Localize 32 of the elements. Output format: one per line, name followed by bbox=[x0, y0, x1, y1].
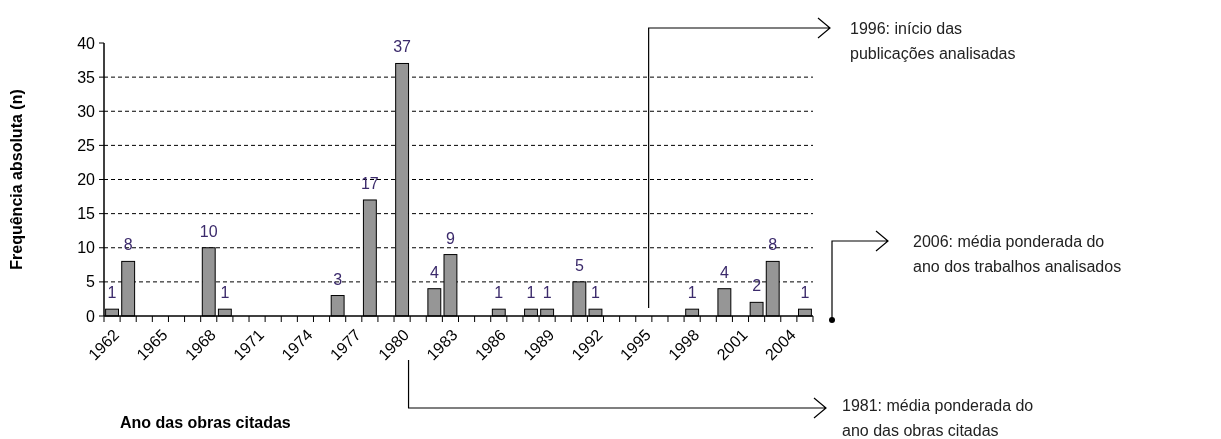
data-label: 1 bbox=[542, 284, 552, 302]
data-label: 1 bbox=[107, 284, 117, 302]
data-label: 5 bbox=[574, 256, 584, 274]
data-label: 37 bbox=[393, 38, 412, 56]
text: 1996: início das publicações analisadas bbox=[850, 19, 1016, 62]
data-label: 4 bbox=[719, 263, 729, 281]
y-tick-label: 25 bbox=[77, 136, 96, 154]
data-label: 17 bbox=[360, 174, 379, 192]
data-label: 1 bbox=[591, 284, 601, 302]
x-axis-title: Ano das obras citadas bbox=[120, 414, 291, 431]
data-label: 1 bbox=[800, 284, 810, 302]
data-label: 8 bbox=[123, 236, 133, 254]
data-label: 2 bbox=[752, 277, 762, 295]
y-tick-label: 0 bbox=[86, 307, 96, 325]
y-tick-label: 40 bbox=[77, 34, 96, 52]
y-tick-label: 30 bbox=[77, 102, 96, 120]
y-tick-label: 20 bbox=[77, 171, 96, 189]
data-label: 1 bbox=[494, 284, 504, 302]
data-label: 1 bbox=[526, 284, 536, 302]
data-label: 10 bbox=[199, 222, 218, 240]
data-label: 4 bbox=[429, 263, 439, 281]
y-tick-label: 5 bbox=[86, 273, 96, 291]
y-tick-label: 10 bbox=[77, 239, 96, 257]
y-tick-label: 15 bbox=[77, 205, 96, 223]
data-label: 1 bbox=[687, 284, 697, 302]
data-label: 3 bbox=[333, 270, 343, 288]
data-label: 9 bbox=[445, 229, 455, 247]
y-axis-title: Frequência absoluta (n) bbox=[8, 89, 25, 270]
text: 1981: média ponderada do ano das obras citadas bbox=[842, 396, 1034, 439]
y-tick-label: 35 bbox=[77, 68, 96, 86]
text: 2006: média ponderada do ano dos trabalhos analisados bbox=[913, 232, 1122, 275]
data-label: 1 bbox=[220, 284, 230, 302]
